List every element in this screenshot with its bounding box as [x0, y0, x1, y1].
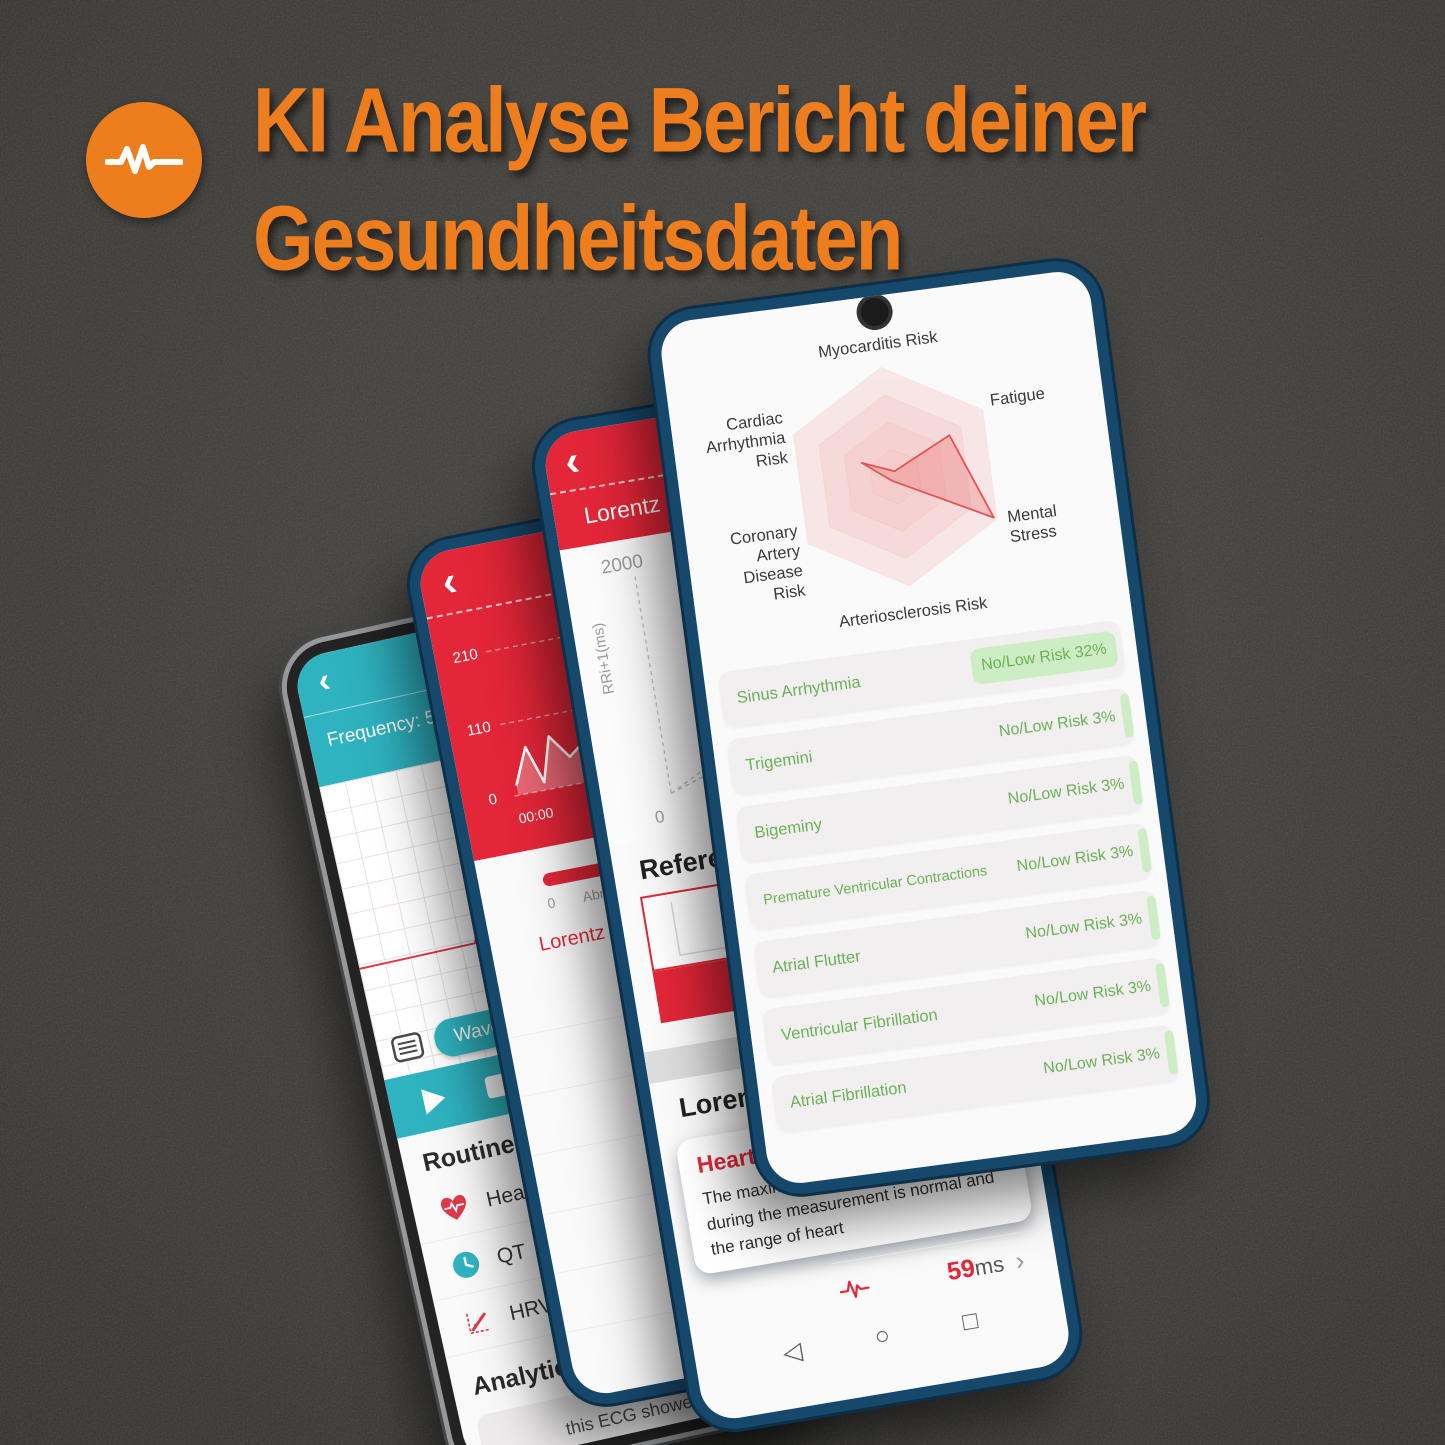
- play-icon[interactable]: [421, 1084, 449, 1115]
- nav-home-icon[interactable]: ○: [872, 1320, 892, 1351]
- radar-label-stress: Stress: [1009, 522, 1058, 546]
- page-title-line2: Gesundheitsdaten: [253, 185, 903, 290]
- radar-label-risk-sw: Risk: [772, 581, 807, 603]
- page-title-line1: KI Analyse Bericht deiner: [253, 67, 1147, 172]
- risk-name: Sinus Arrhythmia: [735, 672, 862, 707]
- nav-recents-icon[interactable]: □: [960, 1305, 980, 1336]
- risk-result-list: Sinus Arrhythmia No/Low Risk 32% Trigemi…: [703, 612, 1194, 1134]
- risk-name: Premature Ventricular Contractions: [762, 863, 989, 909]
- x-tick: 00:00: [517, 804, 555, 826]
- risk-value: No/Low Risk 3%: [1015, 842, 1135, 876]
- risk-value: No/Low Risk 3%: [1024, 910, 1144, 943]
- risk-value: No/Low Risk 3%: [1033, 977, 1153, 1010]
- y-tick: 110: [466, 719, 493, 740]
- risk-name: Bigeminy: [753, 814, 823, 842]
- pulse-logo-badge: [86, 102, 202, 218]
- clock-icon: [452, 1251, 479, 1278]
- risk-radar-chart: Myocarditis Risk Fatigue Mental Stress A…: [657, 268, 1132, 669]
- risk-name: Ventricular Fibrillation: [779, 1005, 939, 1044]
- lead-list-icon[interactable]: [389, 1030, 426, 1064]
- heartbeat-pulse-icon: [105, 144, 183, 174]
- chevron-right-icon[interactable]: ›: [1012, 1244, 1027, 1276]
- risk-name: Trigemini: [744, 747, 814, 775]
- radar-label-risk-nw: Risk: [755, 449, 790, 471]
- metric-label: QT: [494, 1239, 529, 1269]
- risk-value: No/Low Risk 3%: [1042, 1045, 1161, 1078]
- back-button[interactable]: ‹: [437, 556, 461, 606]
- page-title: KI Analyse Bericht deiner Gesundheitsdat…: [253, 62, 1147, 298]
- radar-label-myocarditis: Myocarditis Risk: [817, 328, 939, 362]
- hrv-scatter-icon: [465, 1312, 491, 1334]
- risk-value: No/Low Risk 3%: [997, 708, 1117, 741]
- risk-name: Atrial Flutter: [771, 946, 862, 977]
- y-tick: 0: [487, 791, 498, 809]
- back-button[interactable]: ‹: [561, 436, 583, 486]
- risk-value: No/Low Risk 32%: [969, 630, 1119, 686]
- heart-icon: [440, 1194, 466, 1220]
- radar-label-arteriosclerosis: Arteriosclerosis Risk: [838, 594, 989, 631]
- qt-value: 59ms: [944, 1250, 1006, 1286]
- radar-label-fatigue: Fatigue: [989, 385, 1046, 410]
- nav-back-icon[interactable]: ◁: [780, 1336, 805, 1367]
- y-tick: 210: [451, 646, 479, 667]
- bar-axis-zero: 0: [546, 894, 557, 912]
- y-axis-label: RRi+1(ms): [589, 622, 618, 696]
- back-button[interactable]: ‹: [314, 660, 334, 701]
- risk-value: No/Low Risk 3%: [1006, 775, 1126, 808]
- y-axis-max: 2000: [599, 551, 644, 579]
- origin-label: 0: [654, 807, 666, 827]
- risk-name: Atrial Fibrillation: [788, 1078, 908, 1112]
- pulse-icon: [839, 1280, 870, 1298]
